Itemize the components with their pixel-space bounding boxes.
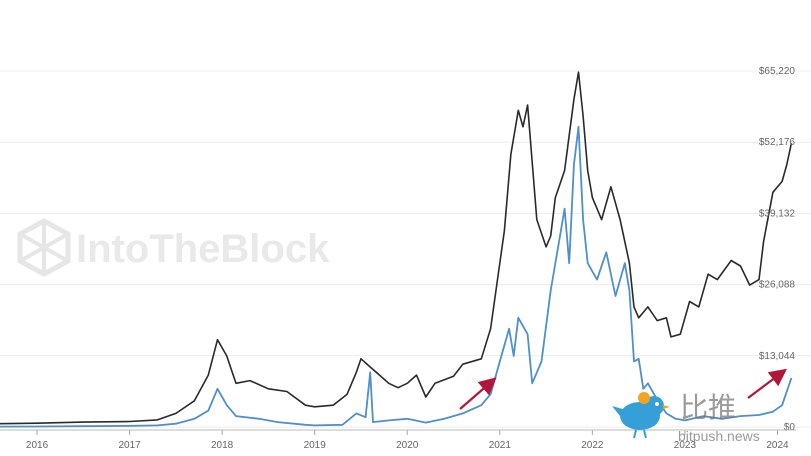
bitpush-url: bitpush.news xyxy=(678,428,760,444)
watermark-text: IntoTheBlock xyxy=(76,227,330,271)
x-tick-label: 2023 xyxy=(674,440,697,451)
cube-logo-icon xyxy=(17,218,71,277)
y-tick-label: $0 xyxy=(784,422,796,433)
bird-logo-icon xyxy=(612,392,670,439)
trend-arrow-2020 xyxy=(459,377,497,410)
y-tick-label: $65,220 xyxy=(759,66,796,77)
y-tick-label: $13,044 xyxy=(759,351,796,362)
x-tick-label: 2019 xyxy=(304,440,327,451)
intotheblock-watermark: IntoTheBlock xyxy=(17,218,330,277)
x-tick-label: 2022 xyxy=(581,440,604,451)
y-axis-ticks: $0 $13,044 $26,088 $39,132 $52,176 $65,220 xyxy=(759,66,796,433)
y-tick-label: $52,176 xyxy=(759,137,796,148)
x-axis-ticks: 2016 2017 2018 2019 2020 2021 2022 2023 2024 xyxy=(0,429,796,451)
bitpush-title: 比推 xyxy=(680,391,737,424)
metric-series-line xyxy=(0,125,793,428)
x-tick-label: 2021 xyxy=(489,440,512,451)
x-tick-label: 2016 xyxy=(26,440,49,451)
x-tick-label: 2017 xyxy=(118,440,141,451)
trend-arrow-2024 xyxy=(747,368,788,399)
grid-lines xyxy=(0,70,811,428)
y-tick-label: $26,088 xyxy=(759,280,796,291)
x-tick-label: 2018 xyxy=(211,440,234,451)
x-tick-label: 2024 xyxy=(766,440,789,451)
bitpush-branding: 比推 bitpush.news xyxy=(612,386,807,456)
x-tick-label: 2020 xyxy=(396,440,419,451)
price-series-line xyxy=(0,71,793,425)
y-tick-label: $39,132 xyxy=(759,208,796,219)
